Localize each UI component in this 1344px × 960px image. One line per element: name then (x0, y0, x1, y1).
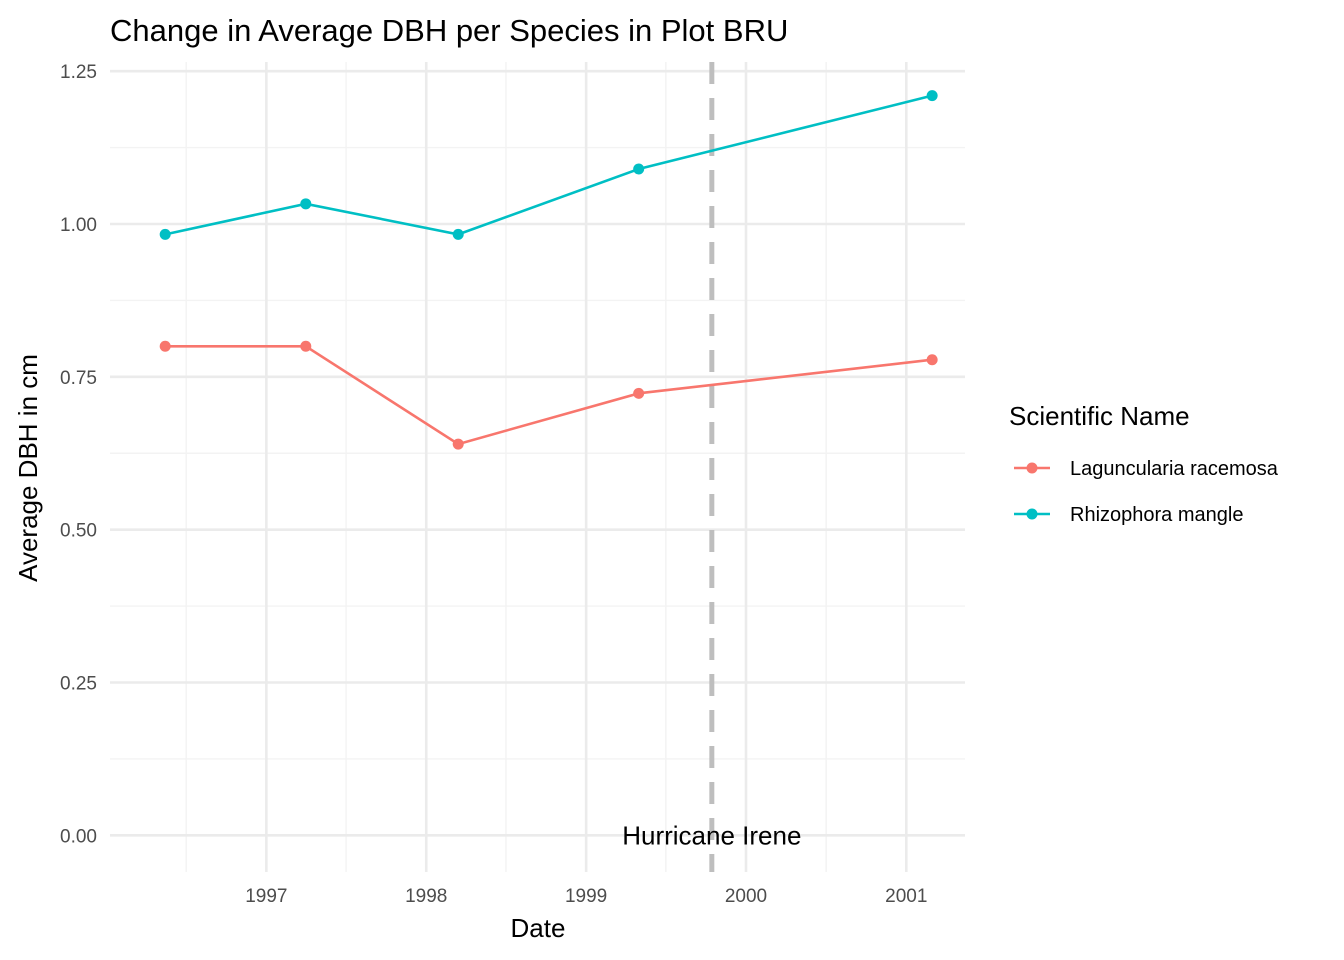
y-axis-ticks: 0.00 0.25 0.50 0.75 1.00 1.25 (60, 62, 97, 847)
x-axis-ticks: 1997 1998 1999 2000 2001 (245, 886, 927, 907)
y-axis-title: Average DBH in cm (13, 354, 43, 582)
data-point (633, 387, 645, 399)
x-tick-label: 1998 (405, 886, 447, 907)
annotation-layer: Hurricane Irene (622, 62, 801, 872)
x-tick-label: 2001 (885, 886, 927, 907)
series-line (165, 344, 933, 446)
data-point (452, 228, 464, 240)
y-tick-label: 1.00 (60, 215, 97, 236)
data-point (926, 354, 938, 366)
legend-key-point (1026, 462, 1038, 474)
y-tick-label: 0.00 (60, 826, 97, 847)
x-axis-title: Date (511, 913, 566, 943)
x-tick-label: 1997 (245, 886, 287, 907)
data-point (300, 198, 312, 210)
chart-title: Change in Average DBH per Species in Plo… (110, 13, 788, 48)
y-tick-label: 0.25 (60, 673, 97, 694)
data-point (452, 438, 464, 450)
data-point (633, 163, 645, 175)
data-point (159, 228, 171, 240)
x-tick-label: 1999 (565, 886, 607, 907)
data-point (159, 340, 171, 352)
legend: Scientific Name Laguncularia racemosa Rhi… (1009, 401, 1279, 526)
y-tick-label: 0.50 (60, 521, 97, 542)
data-point (926, 90, 938, 102)
series-layer (159, 90, 938, 450)
legend-label: Laguncularia racemosa (1070, 458, 1279, 480)
legend-title: Scientific Name (1009, 401, 1190, 431)
hurricane-label: Hurricane Irene (622, 820, 801, 850)
data-point (300, 340, 312, 352)
legend-label: Rhizophora mangle (1070, 504, 1243, 526)
legend-key-point (1026, 508, 1038, 520)
y-tick-label: 1.25 (60, 62, 97, 83)
grid (110, 62, 965, 872)
x-tick-label: 2000 (725, 886, 767, 907)
series-line (164, 94, 933, 236)
y-tick-label: 0.75 (60, 368, 97, 389)
